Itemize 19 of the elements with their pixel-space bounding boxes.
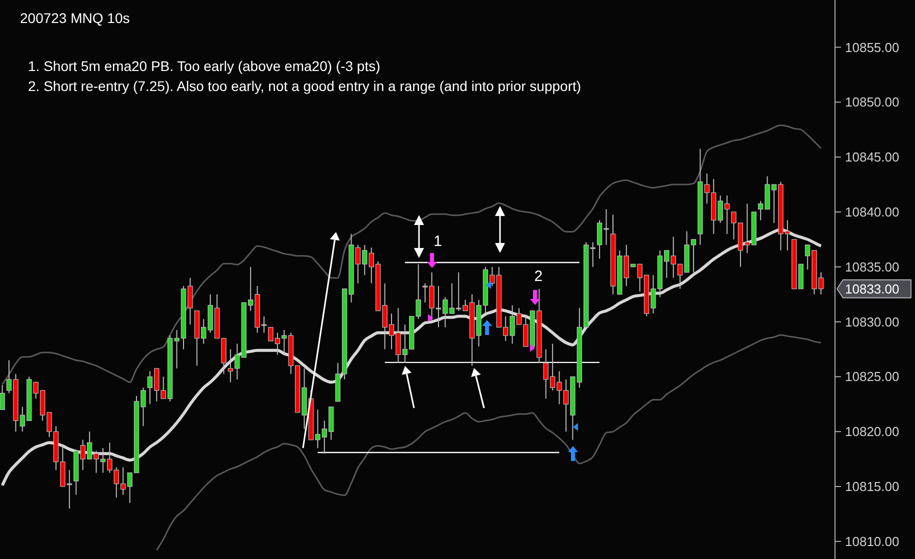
y-tick-label: 10820.00 <box>845 424 900 440</box>
y-tick-label: 10810.00 <box>845 534 900 549</box>
y-tick-label: 10840.00 <box>845 204 900 220</box>
y-tick-label: 10845.00 <box>845 150 900 165</box>
text: 200723 MNQ 10s <box>20 10 130 26</box>
annotation: 1 <box>434 233 442 250</box>
y-tick-label: 10830.00 <box>845 314 900 330</box>
line-series <box>156 334 822 551</box>
annotation: 1. Short 5m ema20 PB. Too early (above ema20) (-3 pts) <box>28 58 380 74</box>
y-tick-label: 10835.00 <box>845 259 900 274</box>
y-tick-label: 10855.00 <box>845 40 900 55</box>
annotation: 2 <box>534 268 543 285</box>
candlestick <box>0 384 5 410</box>
annotation: 2. Short re-entry (7.25). Also too early, not a good entry in a range (and into prior support) <box>28 78 582 94</box>
line-series <box>2 124 822 386</box>
y-tick-label: 10850.00 <box>845 94 900 110</box>
y-tick-label: 10815.00 <box>845 479 900 494</box>
y-tick-label: 10825.00 <box>845 369 900 384</box>
y-tick-label: 10833.00 <box>845 281 900 296</box>
